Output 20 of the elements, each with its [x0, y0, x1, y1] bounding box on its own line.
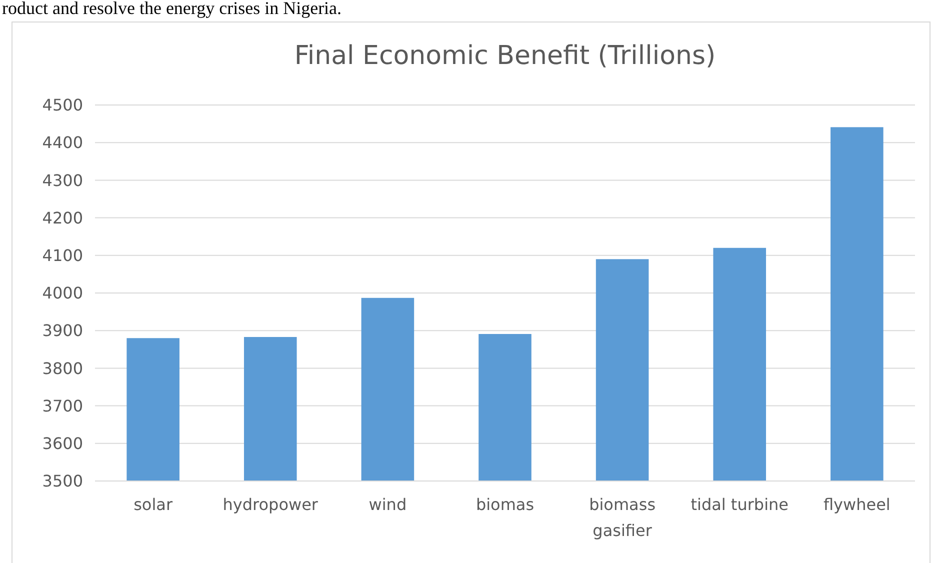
y-tick-label: 3800	[42, 358, 83, 378]
y-tick-label: 4500	[42, 96, 83, 115]
y-tick-label: 4400	[42, 133, 83, 152]
x-tick-label: solar	[134, 495, 173, 514]
y-tick-label: 3700	[42, 396, 83, 416]
x-tick-label: flywheel	[823, 495, 890, 514]
y-tick-label: 3500	[42, 472, 83, 491]
x-tick-label: biomass gasifier	[589, 495, 656, 540]
y-tick-label: 4300	[42, 170, 83, 190]
y-tick-label: 3600	[42, 434, 83, 453]
y-tick-label: 4000	[42, 284, 83, 303]
y-tick-label: 4100	[42, 246, 83, 265]
x-tick-label: hydropower	[222, 495, 318, 514]
x-tick-label: biomas	[476, 495, 534, 514]
chart-title: Final Economic Benefit (Trillions)	[294, 41, 716, 71]
text: roduct and resolve the energy crises in Nigeria.	[2, 0, 342, 18]
y-tick-label: 4200	[42, 208, 83, 228]
y-tick-label: 3900	[42, 321, 83, 340]
x-tick-label: wind	[368, 495, 407, 514]
x-tick-label: tidal turbine	[690, 495, 789, 514]
